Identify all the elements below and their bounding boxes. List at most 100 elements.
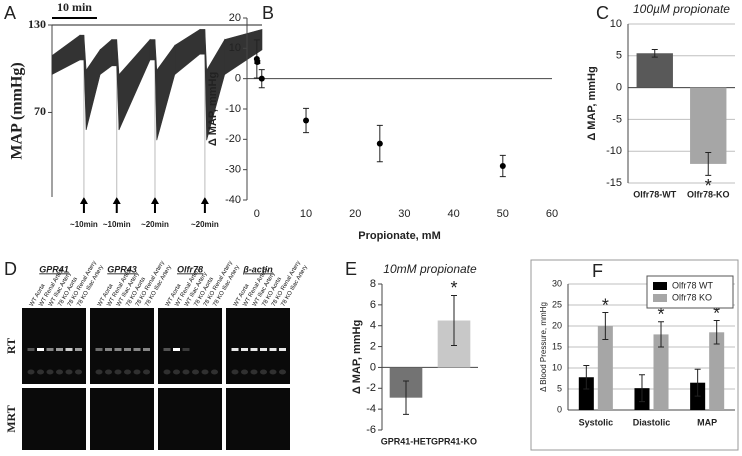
x-tick-label: Olfr78-KO [687, 189, 730, 199]
error-bar [583, 364, 590, 390]
x-tick-label: Systolic [579, 417, 614, 427]
point [376, 140, 383, 147]
gel-glow [192, 369, 199, 375]
gel-glow [182, 369, 190, 375]
panel-letter: A [4, 3, 16, 23]
error-bar [638, 374, 645, 403]
legend-box [646, 275, 734, 309]
x-tick-label: 20 [349, 208, 361, 220]
y-tick-label: -4 [366, 403, 376, 415]
gel-glow [46, 369, 54, 375]
error-bar [713, 320, 720, 345]
legend-label: Olfr78 KO [672, 292, 712, 302]
bar [636, 53, 673, 88]
y-tick-label: 2 [370, 340, 376, 352]
gel-glow [241, 369, 248, 375]
arrow [112, 197, 121, 213]
gel-band [279, 348, 286, 351]
y-tick-label: 0 [235, 73, 241, 85]
x-tick-label: GPR41-HET [381, 436, 432, 446]
y-tick-label: 0 [557, 404, 562, 414]
gel-band [46, 348, 54, 351]
gel-band [269, 348, 277, 351]
y-tick-label: -2 [366, 382, 376, 394]
y-tick-label: -5 [612, 113, 622, 125]
arrow [79, 197, 88, 213]
point [254, 58, 261, 65]
y-tick-label: 10 [229, 42, 241, 54]
gene-header: Olfr78 [177, 264, 203, 274]
significance-marker: * [450, 278, 457, 298]
gel-glow [173, 369, 180, 375]
gel-glow [105, 369, 112, 375]
chart-title: 100µM propionate [633, 2, 730, 16]
gel-glow [163, 369, 171, 375]
bar [578, 377, 594, 410]
gel-glow [124, 369, 131, 375]
y-tick-label: 0 [370, 361, 376, 373]
y-tick-label: -6 [366, 424, 376, 436]
gel-glow [75, 369, 82, 375]
point [499, 163, 506, 170]
gel-mrt [158, 388, 222, 450]
point [303, 117, 310, 124]
error-bar [403, 380, 409, 415]
panel-letter: B [262, 3, 274, 23]
gel-band [56, 348, 63, 351]
gel-glow [37, 369, 44, 375]
gel-glow [114, 369, 122, 375]
row-label: MRT [4, 405, 18, 433]
x-tick-label: 40 [447, 208, 459, 220]
gene-header: β-actin [242, 264, 273, 274]
y-tick-label: 10 [552, 362, 562, 372]
gel-glow [250, 369, 258, 375]
panel-letter: D [4, 259, 17, 279]
gel-band [231, 348, 239, 351]
y-tick-label: 0 [616, 82, 622, 94]
significance-marker: * [658, 305, 665, 325]
bar [653, 334, 669, 410]
arrow [200, 197, 209, 213]
y-tick-label: 70 [34, 104, 46, 118]
gel-mrt [22, 388, 86, 450]
gel-band [105, 348, 112, 351]
gel-mrt [90, 388, 154, 450]
y-tick-label: 20 [552, 320, 562, 330]
gel-band [65, 348, 73, 351]
error-bar [602, 312, 609, 340]
error-bar [694, 368, 701, 397]
y-tick-label: 15 [552, 341, 562, 351]
panel-letter: F [592, 261, 603, 281]
y-tick-label: 30 [552, 278, 562, 288]
gene-header: GPR41 [39, 264, 69, 274]
y-tick-label: 20 [229, 12, 241, 24]
significance-marker: * [705, 176, 712, 196]
gel-band [260, 348, 267, 351]
y-tick-label: 5 [557, 383, 562, 393]
error-bar [651, 48, 658, 58]
x-tick-label: 50 [497, 208, 509, 220]
significance-marker: * [713, 303, 720, 323]
point [258, 75, 265, 82]
legend-swatch [653, 294, 667, 302]
gel-band [143, 348, 150, 351]
arrow-label: ~20min [141, 220, 169, 229]
y-tick-label: -20 [225, 133, 241, 145]
gel-band [182, 348, 190, 351]
x-tick-label: GPR41-KO [431, 436, 477, 446]
gene-header: GPR43 [107, 264, 137, 274]
gel-glow [133, 369, 141, 375]
arrow-label: ~20min [191, 220, 219, 229]
y-tick-label: 130 [28, 17, 46, 31]
gel-band [114, 348, 122, 351]
y-tick-label: -10 [225, 103, 241, 115]
gel-band [95, 348, 103, 351]
gel-glow [65, 369, 73, 375]
significance-marker: * [602, 295, 609, 315]
y-axis-title: Δ MAP, mmHg [351, 320, 363, 394]
gel-glow [95, 369, 103, 375]
gel-glow [143, 369, 150, 375]
gel-glow [260, 369, 267, 375]
pressure-trace [79, 34, 85, 61]
